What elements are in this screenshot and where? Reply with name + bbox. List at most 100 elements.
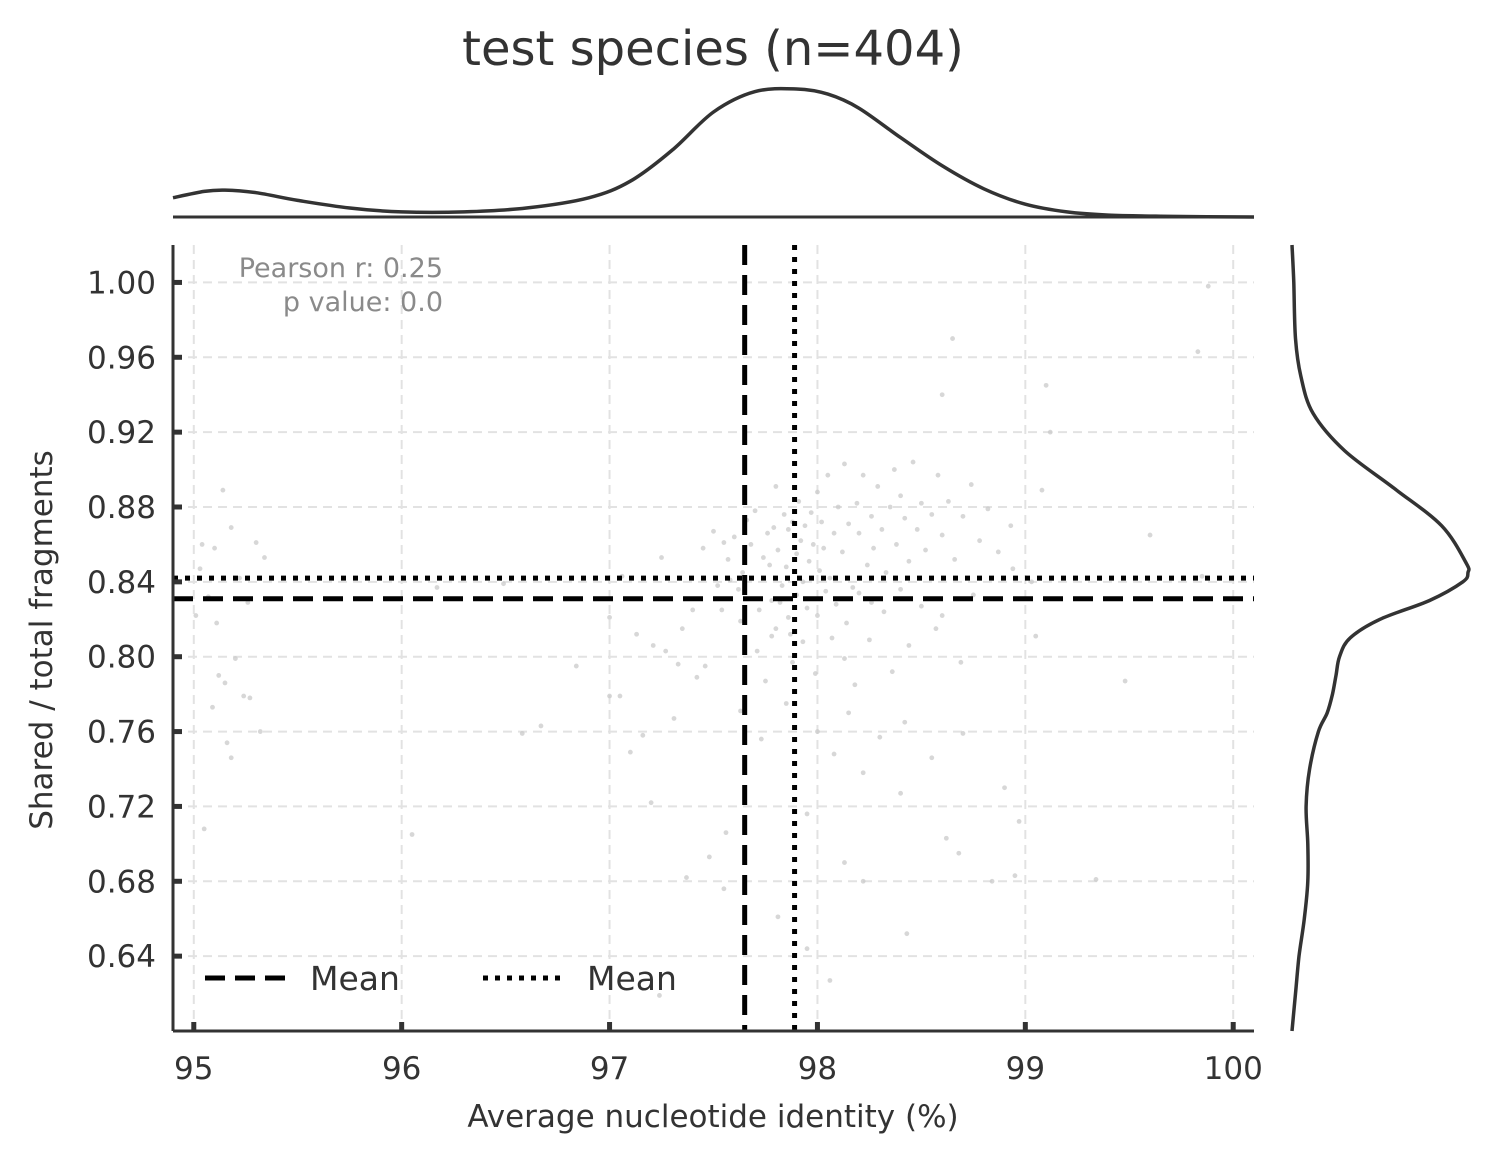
scatter-point	[409, 832, 415, 837]
scatter-point	[891, 467, 897, 472]
scatter-point	[767, 562, 773, 568]
scatter-point	[763, 678, 768, 684]
scatter-point	[869, 513, 874, 519]
scatter-point	[906, 558, 912, 564]
scatter-point	[721, 886, 727, 892]
scatter-point	[1008, 523, 1014, 529]
scatter-point	[844, 620, 849, 626]
scatter-point	[210, 704, 215, 710]
scatter-point	[918, 500, 924, 506]
x-tick-label: 97	[590, 1051, 629, 1087]
scatter-point	[846, 710, 852, 716]
scatter-point	[935, 472, 941, 478]
scatter-points	[193, 283, 1211, 998]
scatter-point	[914, 527, 920, 532]
scatter-point	[1010, 566, 1016, 572]
scatter-point	[228, 755, 234, 761]
y-tick-label: 0.76	[87, 715, 156, 751]
scatter-point	[634, 631, 639, 637]
scatter-point	[648, 800, 654, 806]
scatter-point	[939, 613, 945, 618]
scatter-point	[785, 527, 791, 532]
scatter-point	[690, 607, 696, 613]
scatter-point	[783, 564, 789, 570]
scatter-point	[889, 669, 895, 675]
scatter-point	[850, 585, 856, 590]
scatter-point	[785, 615, 791, 620]
scatter-point	[817, 568, 822, 574]
scatter-point	[201, 826, 207, 832]
scatter-point	[684, 875, 689, 880]
scatter-point	[875, 484, 881, 489]
scatter-point	[887, 504, 893, 510]
scatter-point	[995, 549, 1001, 555]
scatter-point	[771, 525, 777, 530]
scatter-point	[860, 770, 866, 776]
scatter-point	[815, 729, 820, 734]
scatter-point	[715, 583, 721, 588]
x-tick-label: 96	[382, 1051, 421, 1087]
scatter-point	[970, 592, 976, 598]
scatter-point	[237, 575, 242, 581]
scatter-point	[842, 656, 847, 661]
scatter-point	[1002, 785, 1007, 791]
scatter-point	[929, 755, 935, 761]
scatter-point	[804, 811, 810, 817]
scatter-point	[1205, 283, 1211, 289]
scatter-point	[819, 519, 824, 525]
scatter-point	[1093, 877, 1099, 882]
scatter-point	[810, 542, 816, 547]
scatter-point	[723, 830, 729, 836]
scatter-point	[781, 512, 787, 517]
scatter-point	[833, 601, 839, 607]
scatter-point	[939, 392, 945, 398]
scatter-point	[898, 790, 903, 796]
scatter-point	[808, 510, 814, 516]
scatter-point	[846, 521, 852, 527]
scatter-point	[812, 671, 818, 676]
x-tick-label: 99	[1006, 1051, 1045, 1087]
scatter-point	[756, 607, 762, 613]
scatter-point	[1016, 819, 1022, 824]
scatter-point	[228, 525, 234, 530]
scatter-point	[752, 508, 758, 514]
scatter-point	[1043, 382, 1049, 388]
scatter-point	[773, 484, 779, 489]
scatter-point	[829, 635, 835, 641]
scatter-point	[821, 545, 827, 551]
scatter-point	[617, 693, 623, 699]
scatter-point	[731, 534, 737, 540]
scatter-point	[906, 643, 912, 648]
scatter-point	[831, 751, 837, 757]
scatter-point	[898, 586, 903, 592]
scatter-point	[769, 598, 775, 603]
scatter-point	[216, 673, 222, 678]
scatter-point	[950, 336, 955, 341]
x-tick-label: 98	[798, 1051, 837, 1087]
scatter-point	[262, 555, 267, 560]
scatter-point	[943, 835, 949, 841]
scatter-point	[798, 538, 804, 544]
scatter-point	[775, 547, 781, 553]
y-tick-label: 0.84	[87, 565, 156, 601]
scatter-point	[968, 482, 974, 487]
scatter-point	[573, 663, 579, 669]
scatter-point	[856, 590, 862, 596]
scatter-point	[193, 613, 199, 618]
scatter-point	[856, 530, 862, 536]
scatter-point	[952, 557, 958, 562]
scatter-point	[721, 540, 727, 545]
scatter-point	[679, 626, 685, 632]
scatter-point	[800, 579, 806, 585]
scatter-point	[765, 530, 770, 536]
scatter-point	[640, 732, 646, 738]
scatter-point	[956, 850, 962, 856]
scatter-point	[197, 566, 203, 572]
grid-layer	[173, 245, 1254, 1031]
scatter-point	[659, 555, 664, 560]
scatter-point	[214, 620, 220, 626]
scatter-point	[854, 500, 860, 506]
scatter-point	[825, 472, 831, 478]
scatter-point	[867, 637, 872, 643]
